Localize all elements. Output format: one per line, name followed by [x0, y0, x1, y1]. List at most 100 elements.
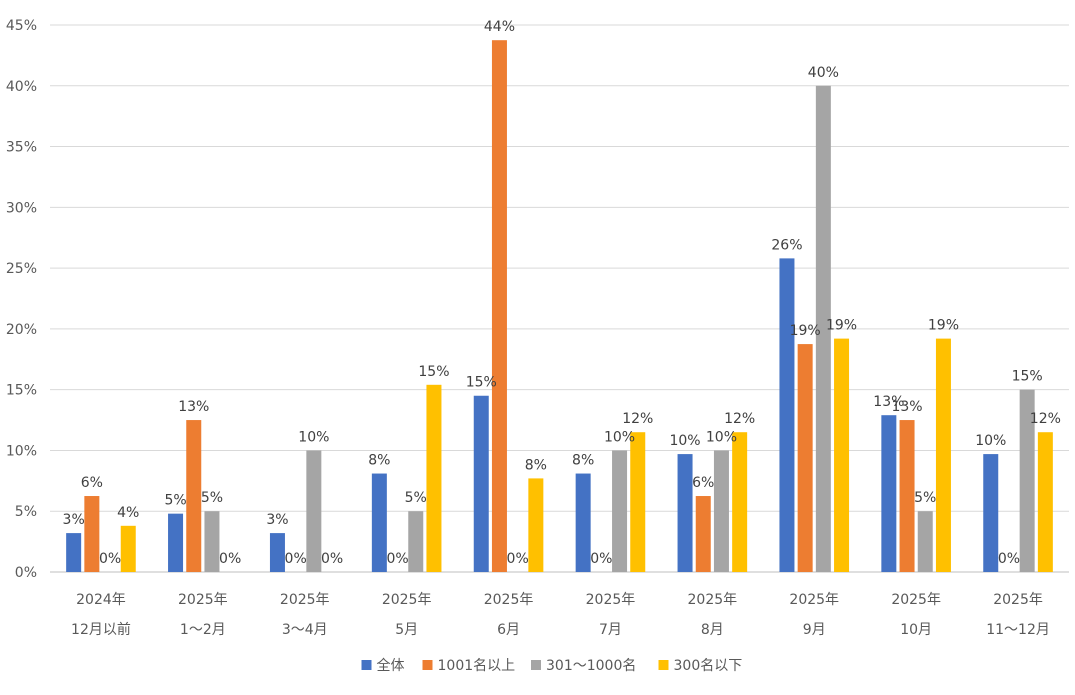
legend-label: 300名以下 [674, 658, 743, 674]
category-label-year: 2024年 [76, 592, 126, 608]
category-label-period: 5月 [395, 622, 418, 638]
data-label: 6% [692, 475, 714, 491]
category-label-year: 2025年 [891, 592, 941, 608]
data-label: 10% [298, 429, 329, 445]
category-label-year: 2025年 [688, 592, 738, 608]
bar [630, 432, 646, 572]
bar [66, 533, 82, 572]
legend: 全体 1001名以上 301～1000名 300名以下 [361, 657, 743, 674]
data-label: 15% [466, 375, 497, 391]
data-label: 12% [1030, 411, 1061, 427]
bar [84, 496, 100, 572]
data-label: 5% [164, 493, 186, 509]
category-label-period: 7月 [599, 622, 622, 638]
bar [306, 450, 322, 572]
data-label: 5% [405, 490, 427, 506]
category-label-period: 9月 [803, 622, 826, 638]
y-tick-label: 45% [6, 18, 37, 34]
data-label: 0% [998, 551, 1020, 567]
data-label: 12% [622, 411, 653, 427]
data-label: 13% [891, 399, 922, 415]
y-tick-label: 30% [6, 200, 37, 216]
legend-swatch [658, 660, 669, 670]
data-label: 8% [572, 453, 594, 469]
data-label: 44% [484, 19, 515, 35]
legend-swatch [361, 660, 372, 670]
data-label: 3% [63, 512, 85, 528]
data-label: 6% [81, 475, 103, 491]
data-label: 12% [724, 411, 755, 427]
gridlines [50, 24, 1069, 573]
category-label-period: 6月 [497, 622, 520, 638]
category-label-year: 2025年 [484, 592, 534, 608]
bar [528, 478, 544, 572]
y-tick-label: 0% [15, 565, 37, 581]
data-label: 15% [418, 364, 449, 380]
bar [1037, 432, 1053, 572]
y-axis-tick-labels: 0% 5% 10% 15% 20% 25% 30% 35% 40% 45% [6, 18, 37, 581]
bar [797, 344, 813, 572]
data-label: 0% [321, 551, 343, 567]
bar [120, 525, 136, 572]
data-label: 0% [219, 551, 241, 567]
data-label: 10% [669, 433, 700, 449]
data-label: 19% [826, 318, 857, 334]
bar [917, 511, 933, 572]
category-label-period: 11～12月 [986, 622, 1050, 638]
bar [371, 473, 387, 572]
category-label-year: 2025年 [789, 592, 839, 608]
category-label-period: 1～2月 [180, 622, 226, 638]
data-label: 15% [1012, 369, 1043, 385]
data-label: 13% [178, 399, 209, 415]
y-tick-label: 35% [6, 140, 37, 156]
category-label-year: 2025年 [382, 592, 432, 608]
data-label: 0% [386, 551, 408, 567]
bar [168, 513, 184, 572]
x-axis-category-labels: 2024年 12月以前 2025年 1～2月 2025年 3～4月 2025年 5月 2025年… [71, 592, 1050, 638]
y-tick-label: 10% [6, 443, 37, 459]
bar [204, 511, 220, 572]
category-label-year: 2025年 [280, 592, 330, 608]
bar [935, 338, 951, 572]
data-label: 26% [771, 237, 802, 253]
y-tick-label: 5% [15, 504, 37, 520]
bar [677, 454, 693, 572]
y-tick-label: 15% [6, 383, 37, 399]
data-label: 5% [914, 490, 936, 506]
category-label-year: 2025年 [993, 592, 1043, 608]
bars [66, 40, 1053, 573]
legend-swatch [422, 660, 433, 670]
bar [779, 258, 795, 572]
data-label: 13% [873, 394, 904, 410]
bar [983, 454, 999, 572]
y-tick-label: 20% [6, 322, 37, 338]
bar [1019, 389, 1035, 572]
legend-label: 1001名以上 [438, 658, 516, 674]
legend-label: 301～1000名 [546, 658, 636, 674]
y-tick-label: 40% [6, 79, 37, 95]
data-label: 8% [368, 453, 390, 469]
bar [815, 85, 831, 573]
legend-label: 全体 [377, 657, 405, 674]
bar [695, 496, 711, 572]
data-label: 5% [201, 490, 223, 506]
bar [612, 450, 628, 572]
legend-swatch [531, 660, 541, 670]
data-label: 19% [790, 323, 821, 339]
data-label: 4% [117, 505, 139, 521]
bar [408, 511, 424, 572]
data-label: 0% [99, 551, 121, 567]
data-labels: 3% 6% 0% 4% 5% 13% 5% 0% 3% 0% 10% 0% 8% 0% 5% 15% 15% 44… [63, 19, 1061, 567]
data-label: 3% [266, 512, 288, 528]
bar [881, 415, 897, 572]
bar [473, 395, 489, 572]
bar [186, 420, 202, 572]
bar [732, 432, 748, 572]
data-label: 0% [285, 551, 307, 567]
bar [491, 40, 507, 572]
data-label: 0% [590, 551, 612, 567]
data-label: 10% [975, 433, 1006, 449]
category-label-year: 2025年 [586, 592, 636, 608]
